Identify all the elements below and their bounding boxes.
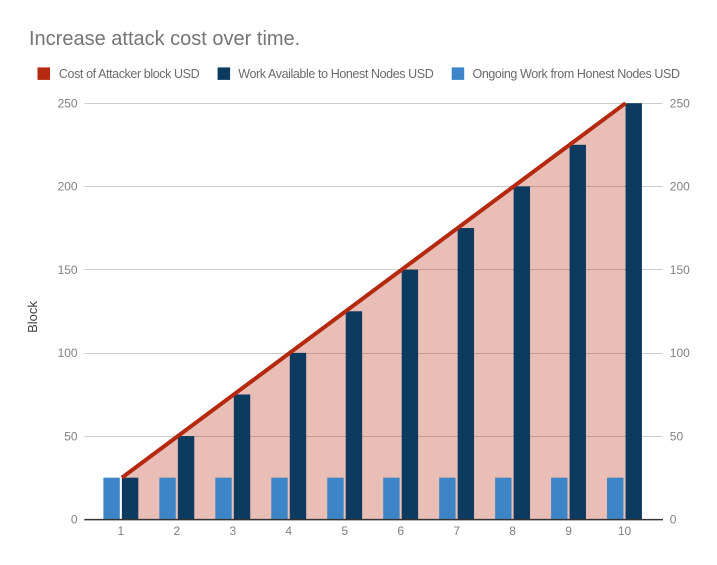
svg-text:7: 7 [453, 524, 460, 538]
svg-text:250: 250 [670, 96, 690, 110]
svg-text:4: 4 [285, 524, 292, 538]
svg-text:150: 150 [670, 263, 690, 277]
svg-text:2: 2 [174, 524, 181, 538]
svg-text:Cost of Attacker block USD: Cost of Attacker block USD [59, 67, 200, 81]
svg-text:Block: Block [25, 301, 40, 333]
svg-text:6: 6 [397, 524, 404, 538]
svg-text:200: 200 [670, 180, 690, 194]
svg-text:50: 50 [670, 429, 684, 443]
svg-text:Ongoing Work from Honest Nodes: Ongoing Work from Honest Nodes USD [473, 67, 680, 81]
svg-text:3: 3 [229, 524, 236, 538]
svg-text:50: 50 [64, 429, 78, 443]
svg-text:0: 0 [670, 513, 677, 527]
svg-text:5: 5 [341, 524, 348, 538]
svg-text:150: 150 [58, 263, 78, 277]
svg-text:100: 100 [58, 346, 78, 360]
svg-text:250: 250 [58, 96, 78, 110]
svg-text:100: 100 [670, 346, 690, 360]
svg-text:10: 10 [618, 524, 632, 538]
svg-text:1: 1 [118, 524, 125, 538]
svg-text:8: 8 [509, 524, 516, 538]
svg-text:Work Available to Honest Nodes: Work Available to Honest Nodes USD [238, 67, 433, 81]
svg-text:200: 200 [58, 180, 78, 194]
svg-text:Increase attack cost over time: Increase attack cost over time. [29, 28, 300, 50]
svg-text:9: 9 [565, 524, 572, 538]
svg-text:0: 0 [71, 513, 78, 527]
